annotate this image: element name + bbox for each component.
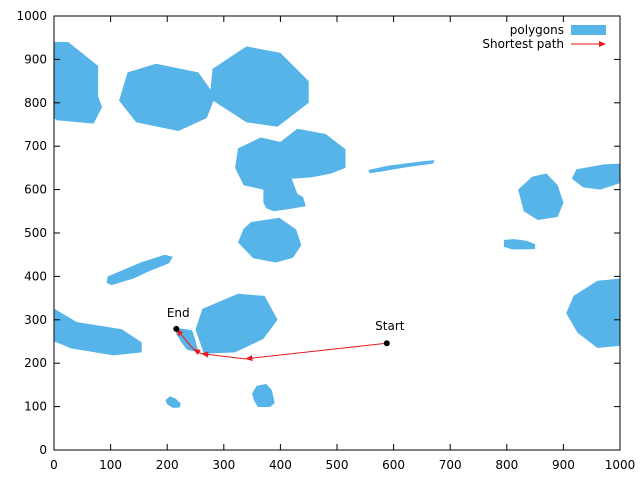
path-arrowhead-2 [201, 351, 209, 358]
path-segment-2 [201, 353, 246, 360]
y-tick-label: 0 [39, 443, 47, 457]
legend: polygons Shortest path [482, 23, 606, 51]
obstacle-polygon-14 [566, 278, 620, 348]
obstacle-polygon-13 [504, 239, 536, 250]
x-tick-label: 400 [269, 458, 292, 472]
y-tick-label: 200 [24, 356, 47, 370]
path-arrowhead-3 [193, 348, 201, 356]
x-tick-label: 500 [326, 458, 349, 472]
start-label: Start [375, 319, 405, 333]
obstacle-polygon-15 [165, 396, 181, 408]
obstacle-polygon-1 [54, 42, 103, 124]
polygons-layer [54, 42, 620, 408]
x-tick-label: 200 [156, 458, 179, 472]
y-tick-label: 900 [24, 52, 47, 66]
y-axis: 0 100 200 300 400 500 600 700 800 900 1000 [16, 9, 620, 457]
path-segment-1 [245, 342, 387, 360]
obstacle-polygon-3 [209, 46, 309, 127]
obstacle-polygon-16 [252, 384, 275, 407]
y-tick-label: 800 [24, 96, 47, 110]
obstacle-polygon-12 [571, 163, 620, 190]
x-tick-label: 700 [439, 458, 462, 472]
obstacle-polygon-6 [195, 293, 278, 354]
y-tick-label: 600 [24, 183, 47, 197]
legend-label-shortest-path: Shortest path [482, 37, 564, 51]
obstacle-polygon-7 [106, 254, 173, 286]
y-tick-label: 700 [24, 139, 47, 153]
y-tick-label: 1000 [16, 9, 47, 23]
x-tick-label: 1000 [605, 458, 636, 472]
path-arrowhead-1 [245, 355, 253, 362]
obstacle-polygon-9 [238, 217, 302, 263]
legend-label-polygons: polygons [510, 23, 564, 37]
x-tick-label: 0 [50, 458, 58, 472]
obstacle-polygon-4 [235, 128, 346, 212]
shortest-path-layer [173, 325, 390, 362]
legend-swatch-polygons [571, 25, 606, 35]
x-tick-label: 800 [495, 458, 518, 472]
y-tick-label: 500 [24, 226, 47, 240]
x-tick-label: 900 [552, 458, 575, 472]
x-tick-label: 600 [382, 458, 405, 472]
start-marker [383, 340, 390, 347]
obstacle-polygon-2 [119, 63, 216, 132]
obstacle-polygon-5 [54, 308, 142, 356]
obstacle-polygon-11 [518, 173, 564, 220]
y-tick-label: 400 [24, 269, 47, 283]
x-axis: 0 100 200 300 400 500 600 700 800 900 1000 [50, 16, 635, 472]
obstacle-polygon-10 [368, 160, 435, 174]
y-tick-label: 300 [24, 313, 47, 327]
x-tick-label: 300 [212, 458, 235, 472]
legend-arrowhead [599, 41, 606, 47]
x-tick-label: 100 [99, 458, 122, 472]
y-tick-label: 100 [24, 400, 47, 414]
end-label: End [167, 306, 190, 320]
end-marker [173, 325, 180, 332]
